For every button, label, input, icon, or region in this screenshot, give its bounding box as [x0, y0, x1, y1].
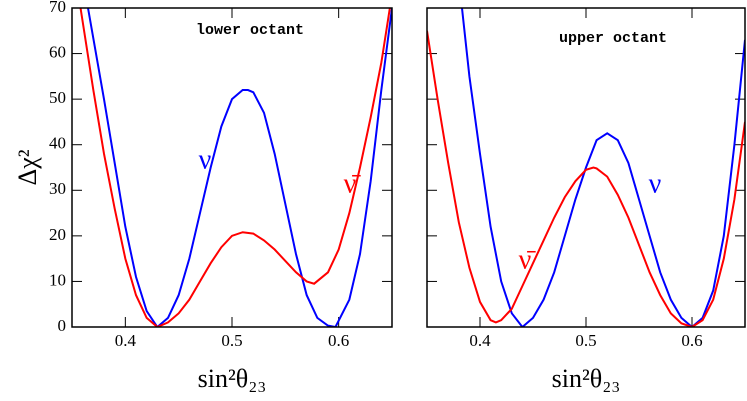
y-axis-label: Δχ²	[13, 149, 42, 185]
curve	[460, 8, 745, 327]
x-tick-label: 0.4	[469, 331, 491, 350]
x-tick-label: 0.5	[575, 331, 596, 350]
y-tick-label: 10	[49, 270, 66, 289]
curves	[427, 8, 745, 327]
panel-title: lower octant	[196, 22, 304, 39]
x-tick-label: 0.6	[328, 331, 349, 350]
curve	[79, 8, 391, 327]
plot-frame	[426, 7, 746, 328]
curve	[427, 30, 745, 327]
curve-label: ν	[199, 144, 212, 175]
y-tick-label: 0	[58, 316, 67, 335]
y-tick-label: 40	[49, 134, 66, 153]
y-tick-label: 50	[49, 88, 66, 107]
curve	[87, 8, 392, 327]
x-tick-label: 0.4	[115, 331, 137, 350]
y-tick-label: 30	[49, 179, 66, 198]
x-tick-label: 0.5	[221, 331, 242, 350]
curves	[79, 8, 392, 327]
x-axis-label: sin²θ₂₃	[552, 364, 621, 393]
x-axis-label: sin²θ₂₃	[198, 364, 267, 393]
curve-label: ν	[649, 168, 662, 199]
plot-frame	[71, 7, 393, 328]
panel-title: upper octant	[559, 30, 667, 47]
x-tick-label: 0.6	[681, 331, 702, 350]
y-tick-label: 20	[49, 225, 66, 244]
y-tick-label: 60	[49, 42, 66, 61]
y-tick-label: 70	[49, 0, 66, 16]
